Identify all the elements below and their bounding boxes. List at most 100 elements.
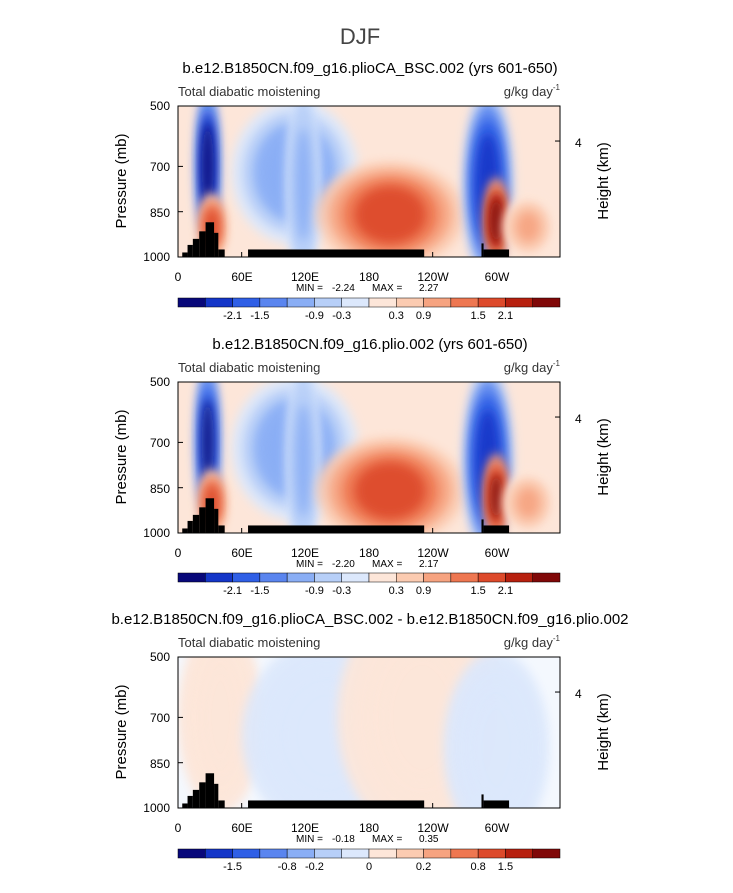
field-contour: [490, 473, 503, 520]
panel-2-max-value: 2.17: [419, 559, 439, 570]
colorbar-swatch: [177, 297, 206, 308]
colorbar-swatch: [232, 848, 261, 859]
colorbar-swatch: [505, 572, 533, 583]
field-contour: [354, 462, 426, 519]
panel-3-ylabel-right: Height (km): [595, 693, 612, 771]
colorbar-swatch: [177, 572, 206, 583]
field-contour: [295, 128, 312, 241]
colorbar-label: 2.1: [498, 310, 513, 322]
terrain-mask: [182, 803, 188, 808]
colorbar-label: -0.3: [332, 310, 351, 322]
panel-3-max-label: MAX =: [372, 834, 402, 845]
panel-1-max-value: 2.27: [419, 283, 439, 294]
panel-3-units-exp: -1: [553, 634, 561, 643]
panel-2-plot: [177, 381, 561, 534]
panel-3-min-value: -0.18: [332, 834, 355, 845]
terrain-mask: [205, 498, 215, 533]
colorbar-label: -1.5: [250, 585, 269, 597]
panel-1-yticks: 500 700 850 1000: [143, 99, 170, 264]
panel-3-xtick-label: 60W: [485, 821, 510, 835]
panel-1-xticks: 0 60E 120E 180 120W 60W: [175, 270, 510, 284]
panel-1-max-label: MAX =: [372, 283, 402, 294]
panel-3-ytick-label: 500: [150, 650, 170, 664]
panel-2-ytick-label: 1000: [143, 526, 170, 540]
field-contour: [201, 122, 214, 211]
terrain-mask: [187, 520, 193, 533]
colorbar-swatch: [286, 848, 315, 859]
colorbar-label: 1.5: [498, 861, 513, 873]
panel-1-left-label: Total diabatic moistening: [178, 84, 320, 99]
terrain-mask: [187, 795, 193, 808]
panel-2-left-label: Total diabatic moistening: [178, 360, 320, 375]
panel-3-xtick-label: 120E: [291, 821, 319, 835]
panel-2-xtick-label: 120W: [417, 546, 449, 560]
field-contour: [516, 487, 541, 519]
terrain-mask: [199, 231, 206, 257]
colorbar-label: 0.3: [389, 585, 404, 597]
colorbar-swatch: [205, 297, 233, 308]
colorbar-swatch: [368, 297, 397, 308]
panel-2-min-label: MIN =: [296, 559, 323, 570]
terrain-mask: [248, 800, 425, 808]
colorbar-label: -0.9: [305, 585, 324, 597]
terrain-mask: [214, 232, 219, 257]
terrain-mask: [192, 514, 200, 533]
colorbar-swatch: [450, 848, 479, 859]
panel-1-ylabel: Pressure (mb): [113, 133, 130, 228]
terrain-mask: [481, 794, 484, 808]
panel-1-ytick-label: 500: [150, 99, 170, 113]
colorbar-swatch: [505, 848, 533, 859]
colorbar-swatch: [232, 572, 261, 583]
terrain-mask: [218, 525, 225, 533]
colorbar-label: 2.1: [498, 585, 513, 597]
colorbar-swatch: [259, 297, 288, 308]
panel-2-max-label: MAX =: [372, 559, 402, 570]
panel-2-xtick-label: 180: [359, 546, 379, 560]
panel-2-ylabel-right: Height (km): [595, 418, 612, 496]
colorbar-swatch: [450, 572, 479, 583]
field-contour: [516, 211, 541, 243]
colorbar-swatch: [341, 297, 370, 308]
colorbar-label: 0.9: [416, 585, 431, 597]
colorbar-label: -0.9: [305, 310, 324, 322]
panel-2-xtick-label: 0: [175, 546, 182, 560]
colorbar-swatch: [505, 297, 533, 308]
panel-2-ytick-label: 850: [150, 482, 170, 496]
colorbar-swatch: [450, 297, 479, 308]
field-contour: [471, 696, 522, 799]
colorbar-swatch: [396, 572, 424, 583]
panel-2-xticks: 0 60E 120E 180 120W 60W: [175, 546, 510, 560]
colorbar-swatch: [314, 297, 342, 308]
panel-1-plot: [177, 105, 561, 258]
colorbar-swatch: [532, 572, 561, 583]
panel-1-xtick-label: 0: [175, 270, 182, 284]
panel-1-title: b.e12.B1850CN.f09_g16.plioCA_BSC.002 (yr…: [182, 60, 557, 77]
panel-2-min-value: -2.20: [332, 559, 355, 570]
panel-1-min-value: -2.24: [332, 283, 355, 294]
colorbar-swatch: [259, 572, 288, 583]
colorbar-swatch: [314, 848, 342, 859]
colorbar-swatch: [205, 572, 233, 583]
colorbar-label: -2.1: [223, 310, 242, 322]
panel-1-units-exp: -1: [553, 83, 561, 92]
terrain-mask: [248, 249, 425, 257]
panel-1-min-label: MIN =: [296, 283, 323, 294]
panel-3-xtick-label: 0: [175, 821, 182, 835]
panel-2-units-exp: -1: [553, 359, 561, 368]
terrain-mask: [218, 800, 225, 808]
colorbar-label: 0.8: [470, 861, 485, 873]
colorbar-label: -2.1: [223, 585, 242, 597]
terrain-mask: [214, 508, 219, 533]
colorbar-label: -0.3: [332, 585, 351, 597]
colorbar-swatch: [368, 848, 397, 859]
terrain-mask: [481, 519, 484, 533]
panel-3-xtick-label: 60E: [231, 821, 252, 835]
colorbar-label: 1.5: [470, 585, 485, 597]
panel-3-left-label: Total diabatic moistening: [178, 635, 320, 650]
terrain-mask: [182, 252, 188, 257]
colorbar-swatch: [477, 572, 506, 583]
colorbar-label: -1.5: [223, 861, 242, 873]
colorbar-swatch: [477, 297, 506, 308]
colorbar-swatch: [423, 297, 452, 308]
panel-2-ylabel: Pressure (mb): [113, 409, 130, 504]
